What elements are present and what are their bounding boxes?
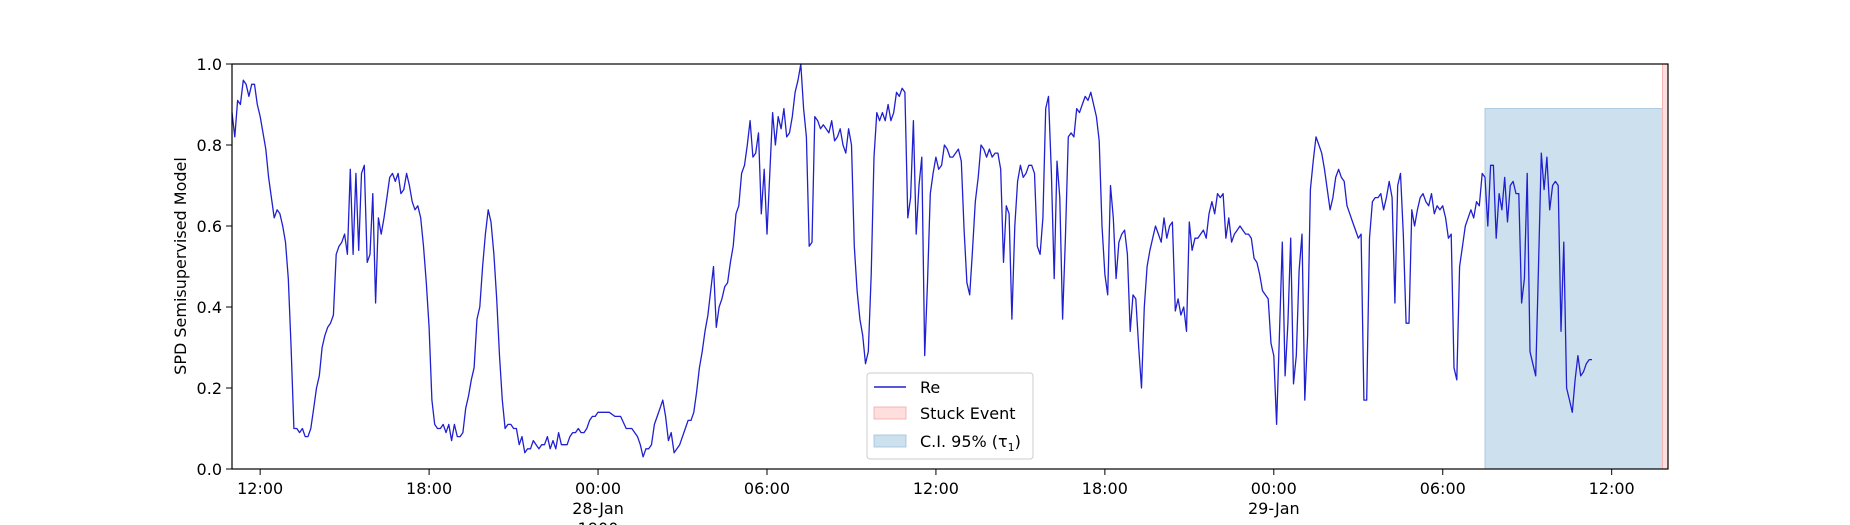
x-tick-year: 1900 <box>578 519 619 525</box>
legend-swatch-stuck-event <box>873 406 907 420</box>
y-axis-label: SPD Semisupervised Model <box>171 157 190 375</box>
y-axis: 0.0 0.2 0.4 0.6 0.8 1.0 <box>197 55 232 479</box>
y-tick-label: 0.0 <box>197 460 222 479</box>
y-tick-label: 0.4 <box>197 298 222 317</box>
legend-swatch-ci-95 <box>873 434 907 448</box>
x-tick-label: 06:00 <box>1420 479 1466 498</box>
span-layer <box>1484 63 1669 470</box>
x-tick-label: 00:00 <box>575 479 621 498</box>
line-layer <box>231 63 1592 458</box>
legend-label-ci-95-sub: 1 <box>1008 441 1015 454</box>
axes-frame <box>231 63 1669 470</box>
y-tick-label: 0.6 <box>197 217 222 236</box>
x-tick-label: 06:00 <box>744 479 790 498</box>
x-tick-label: 12:00 <box>1589 479 1635 498</box>
x-axis: 12:0018:0000:0028-Jan190006:0012:0018:00… <box>237 469 1635 525</box>
y-tick-label: 0.8 <box>197 136 222 155</box>
series-line-re <box>231 63 1592 458</box>
legend-label-ci-95: C.I. 95% (τ1) <box>920 432 1021 454</box>
y-tick-label: 1.0 <box>197 55 222 74</box>
y-tick-label: 0.2 <box>197 379 222 398</box>
stuck-event-span <box>1661 63 1669 470</box>
legend-label-stuck-event: Stuck Event <box>920 404 1016 423</box>
ci-95-span <box>1484 108 1669 470</box>
x-tick-label: 12:00 <box>237 479 283 498</box>
legend-label-re: Re <box>920 378 940 397</box>
legend-label-ci-95-main: C.I. 95% (τ <box>920 432 1008 451</box>
x-tick-date: 29-Jan <box>1248 499 1300 518</box>
x-tick-label: 18:00 <box>1082 479 1128 498</box>
x-tick-label: 18:00 <box>406 479 452 498</box>
legend-label-ci-95-suffix: ) <box>1015 432 1021 451</box>
legend: Re Stuck Event C.I. 95% (τ1) <box>866 372 1034 460</box>
x-tick-date: 28-Jan <box>572 499 624 518</box>
x-tick-label: 00:00 <box>1251 479 1297 498</box>
legend-box <box>866 372 1034 460</box>
x-tick-label: 12:00 <box>913 479 959 498</box>
